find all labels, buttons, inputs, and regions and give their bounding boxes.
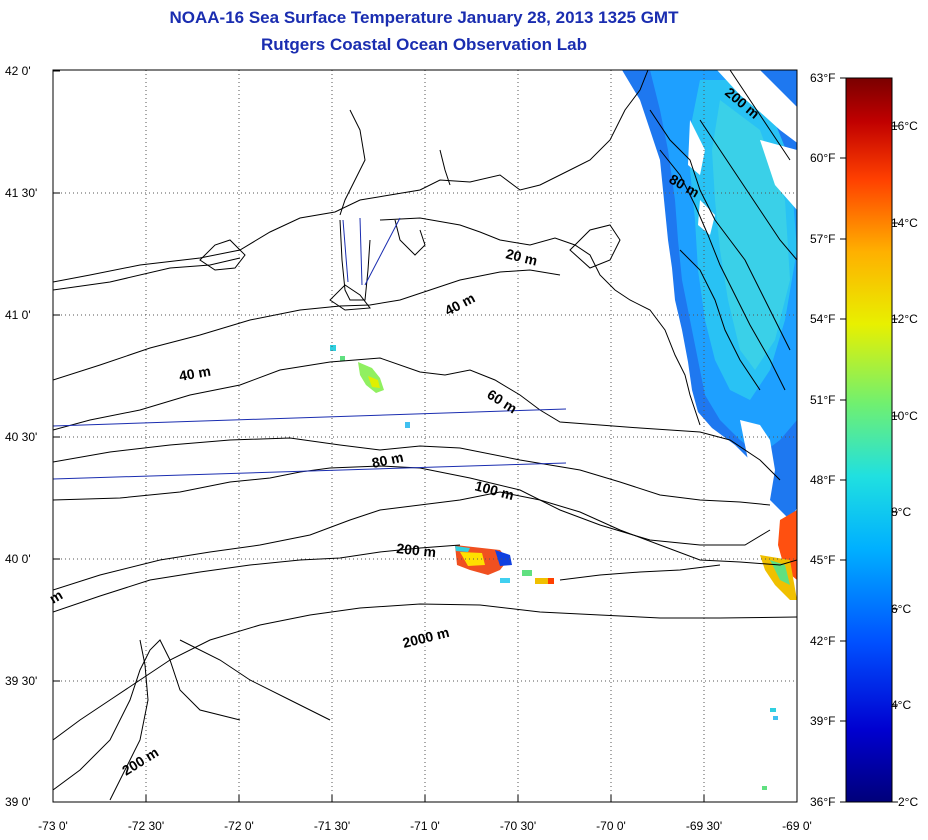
map-title: NOAA-16 Sea Surface Temperature January … (169, 8, 679, 27)
lat-label: 40 30' (5, 430, 37, 444)
blue-transect-lines (52, 217, 567, 480)
axis-ticks (52, 70, 798, 803)
colorbar-ticks (840, 77, 898, 803)
colorbar-f-label: 39°F (810, 714, 835, 728)
colorbar-c-label: 10°C (891, 409, 918, 423)
map-grid (53, 70, 797, 802)
lon-label: -73 0' (38, 819, 68, 833)
lat-label: 42 0' (5, 64, 31, 78)
depth-label: 200 m (119, 744, 161, 779)
lon-label: -72 0' (224, 819, 254, 833)
colorbar-c-label: 16°C (891, 119, 918, 133)
depth-label: 40 m (178, 363, 212, 384)
colorbar-f-label: 57°F (810, 232, 835, 246)
depth-label: m (47, 587, 66, 607)
colorbar-f-label: 60°F (810, 151, 835, 165)
lon-label: -70 30' (500, 819, 536, 833)
depth-label: 80 m (370, 449, 405, 471)
depth-label: 2000 m (401, 624, 451, 651)
lat-label: 41 30' (5, 186, 37, 200)
bathymetry-contours (53, 70, 797, 801)
depth-label: 20 m (504, 245, 539, 268)
colorbar-f-label: 45°F (810, 553, 835, 567)
colorbar-f-label: 42°F (810, 634, 835, 648)
map-subtitle: Rutgers Coastal Ocean Observation Lab (261, 35, 587, 54)
sst-data-layer (330, 70, 797, 790)
colorbar-f-label: 54°F (810, 312, 835, 326)
colorbar-f-label: 36°F (810, 795, 835, 809)
colorbar-c-label: 2°C (898, 795, 918, 809)
colorbar-c-label: 4°C (891, 698, 911, 712)
lon-label: -69 0' (782, 819, 812, 833)
depth-label: 100 m (473, 477, 515, 503)
lon-label: -71 0' (410, 819, 440, 833)
colorbar-c-label: 6°C (891, 602, 911, 616)
lon-label: -71 30' (314, 819, 350, 833)
lon-label: -70 0' (596, 819, 626, 833)
colorbar-f-label: 51°F (810, 393, 835, 407)
temperature-colorbar (845, 77, 893, 803)
depth-label: 200 m (396, 540, 437, 560)
lon-label: -72 30' (128, 819, 164, 833)
lon-label: -69 30' (686, 819, 722, 833)
lat-label: 39 0' (5, 795, 31, 809)
colorbar-c-label: 8°C (891, 505, 911, 519)
colorbar-f-label: 48°F (810, 473, 835, 487)
lat-label: 40 0' (5, 552, 31, 566)
colorbar-f-label: 63°F (810, 71, 835, 85)
colorbar-c-label: 14°C (891, 216, 918, 230)
colorbar-c-label: 12°C (891, 312, 918, 326)
depth-label: 40 m (442, 290, 478, 319)
lat-label: 39 30' (5, 674, 37, 688)
lat-label: 41 0' (5, 308, 31, 322)
